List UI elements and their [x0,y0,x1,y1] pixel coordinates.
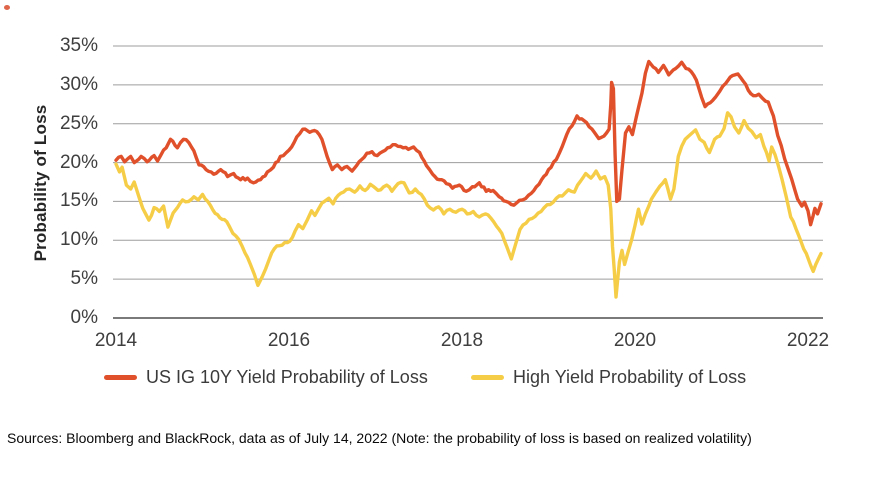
x-tick-label: 2018 [440,330,484,351]
legend-item-high-yield: High Yield Probability of Loss [471,362,746,392]
x-tick-label: 2020 [613,330,657,351]
legend-item-us-ig: US IG 10Y Yield Probability of Loss [104,362,428,392]
y-tick-label: 0% [70,307,98,328]
legend-label-high-yield: High Yield Probability of Loss [513,366,747,387]
y-tick-label: 25% [59,112,98,134]
y-tick-label: 15% [59,190,98,212]
y-tick-label: 5% [70,268,98,290]
x-tick-label: 2014 [94,330,138,351]
x-tick-label: 2016 [267,330,311,351]
us-ig-10y-line [114,59,823,227]
y-tick-label: 35% [59,35,98,56]
y-tick-label: 30% [59,73,98,95]
corner-artifact-dot [4,5,10,10]
legend-swatch-high-yield-icon [471,374,504,380]
line-chart [113,45,823,319]
source-note: Sources: Bloomberg and BlackRock, data a… [7,430,752,446]
legend-swatch-us-ig-icon [104,374,137,380]
x-tick-label: 2022 [786,330,830,351]
high-yield-line [114,111,823,299]
y-tick-label: 10% [59,229,98,251]
legend-label-us-ig: US IG 10Y Yield Probability of Loss [146,366,428,387]
y-tick-label: 20% [59,151,98,173]
legend: US IG 10Y Yield Probability of Loss High… [0,362,884,392]
